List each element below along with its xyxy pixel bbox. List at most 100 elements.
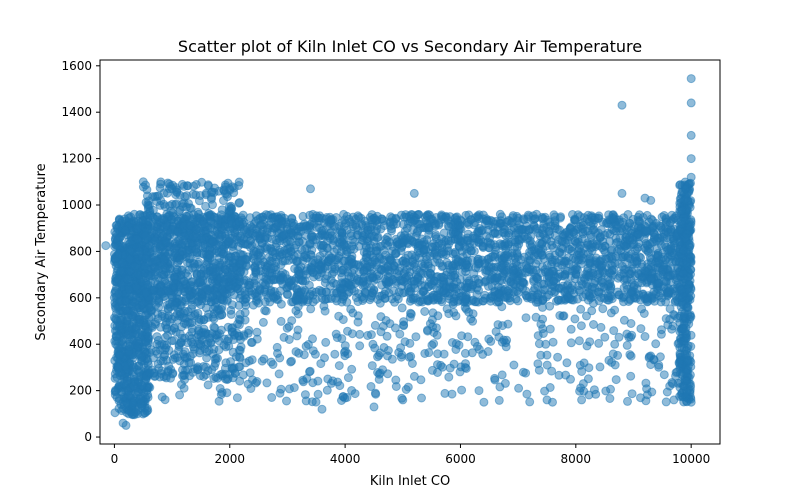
scatter-point xyxy=(512,248,522,258)
scatter-point xyxy=(469,269,479,279)
scatter-point xyxy=(676,285,686,295)
scatter-point xyxy=(153,265,163,275)
scatter-point xyxy=(408,257,418,267)
scatter-point xyxy=(212,240,221,250)
scatter-point xyxy=(522,291,532,301)
scatter-point xyxy=(293,256,303,266)
scatter-point xyxy=(234,217,244,227)
scatter-point xyxy=(369,285,379,294)
scatter-point xyxy=(205,253,215,263)
scatter-point xyxy=(548,337,558,347)
scatter-point xyxy=(461,294,470,304)
scatter-point xyxy=(183,307,193,317)
scatter-point xyxy=(458,286,468,296)
scatter-point xyxy=(566,374,575,384)
scatter-point xyxy=(609,326,619,336)
scatter-point xyxy=(608,349,618,359)
scatter-point xyxy=(641,226,651,236)
scatter-point xyxy=(605,229,615,239)
scatter-point xyxy=(244,287,254,296)
scatter-point xyxy=(537,250,547,260)
scatter-point xyxy=(317,293,327,303)
scatter-point xyxy=(215,329,224,339)
scatter-point xyxy=(552,273,562,283)
scatter-point xyxy=(488,292,498,302)
scatter-point xyxy=(375,242,385,252)
scatter-point xyxy=(200,243,210,253)
scatter-point xyxy=(151,221,161,231)
scatter-point xyxy=(282,396,291,406)
scatter-point xyxy=(481,276,491,286)
scatter-point xyxy=(318,225,328,235)
scatter-point xyxy=(158,231,168,241)
scatter-point xyxy=(395,329,405,339)
scatter-point xyxy=(557,249,567,259)
scatter-point xyxy=(266,286,276,296)
scatter-point xyxy=(236,231,245,241)
scatter-point xyxy=(542,360,552,370)
scatter-point xyxy=(493,282,503,292)
scatter-point xyxy=(585,258,595,268)
scatter-point xyxy=(524,225,534,235)
scatter-point xyxy=(383,232,392,242)
scatter-point xyxy=(566,338,576,348)
scatter-point xyxy=(432,272,442,281)
scatter-point xyxy=(587,246,597,256)
scatter-point xyxy=(271,235,281,245)
scatter-point xyxy=(121,296,131,306)
scatter-point xyxy=(598,304,608,314)
scatter-point xyxy=(318,241,328,251)
scatter-point xyxy=(159,254,169,264)
scatter-point xyxy=(491,262,501,272)
scatter-point xyxy=(111,221,121,230)
scatter-point xyxy=(415,219,425,229)
scatter-point xyxy=(305,366,315,376)
scatter-point xyxy=(308,334,317,344)
scatter-point xyxy=(386,212,396,222)
scatter-point xyxy=(197,220,207,230)
scatter-point xyxy=(659,211,669,220)
scatter-point xyxy=(267,393,277,402)
scatter-point xyxy=(650,296,659,306)
scatter-point xyxy=(634,239,644,249)
scatter-point xyxy=(358,236,368,246)
scatter-point xyxy=(337,278,347,288)
scatter-point xyxy=(340,256,350,266)
scatter-point xyxy=(236,342,246,352)
scatter-point xyxy=(679,311,689,321)
scatter-point xyxy=(191,244,201,254)
scatter-point xyxy=(141,288,150,298)
scatter-point xyxy=(420,307,430,316)
scatter-point xyxy=(305,220,315,229)
scatter-point xyxy=(271,257,281,267)
scatter-point xyxy=(154,303,164,312)
scatter-point xyxy=(217,369,227,379)
scatter-point xyxy=(686,265,696,275)
scatter-point xyxy=(432,254,442,264)
scatter-point xyxy=(233,241,243,251)
scatter-point xyxy=(478,241,488,251)
scatter-point xyxy=(367,361,377,371)
scatter-point xyxy=(666,224,676,234)
scatter-point xyxy=(252,327,262,337)
scatter-point xyxy=(327,269,337,279)
scatter-point xyxy=(294,269,303,279)
scatter-point xyxy=(593,228,603,238)
scatter-point xyxy=(251,211,261,221)
scatter-point xyxy=(259,257,269,267)
scatter-point xyxy=(634,221,643,231)
scatter-point xyxy=(217,205,227,215)
scatter-point xyxy=(405,338,415,348)
scatter-point xyxy=(615,272,625,281)
scatter-point xyxy=(506,218,516,228)
scatter-point xyxy=(354,212,364,222)
scatter-point xyxy=(426,214,436,224)
scatter-point xyxy=(394,266,404,276)
scatter-point xyxy=(514,225,524,235)
scatter-point xyxy=(600,332,610,342)
scatter-point xyxy=(539,223,548,233)
scatter-point xyxy=(541,339,551,349)
scatter-point xyxy=(409,371,419,381)
scatter-point xyxy=(604,210,614,220)
